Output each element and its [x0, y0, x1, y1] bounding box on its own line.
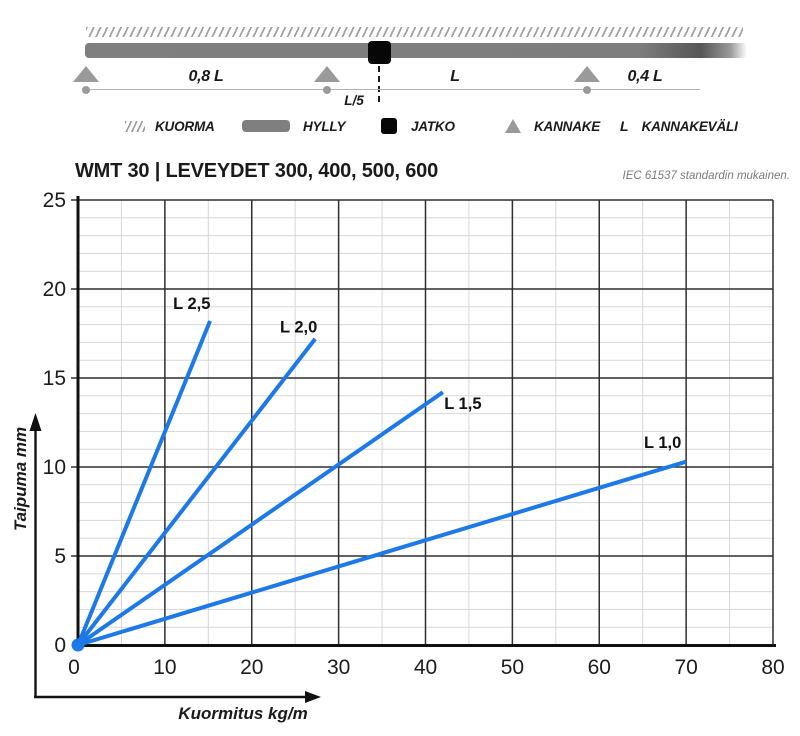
shelf-bar-icon	[242, 120, 290, 132]
x-axis-label: Kuormitus kg/m	[178, 704, 308, 723]
svg-text:50: 50	[501, 656, 524, 679]
svg-text:70: 70	[674, 656, 697, 679]
joint-square-icon	[381, 118, 397, 134]
shelf-bar	[85, 43, 747, 58]
svg-text:25: 25	[43, 189, 66, 212]
letter-L-symbol: L	[620, 118, 629, 134]
svg-text:L 1,5: L 1,5	[444, 395, 481, 413]
support-triangle-icon	[314, 66, 340, 82]
page-title: WMT 30 | LEVEYDET 300, 400, 500, 600	[75, 160, 439, 182]
support-dot-icon	[583, 86, 591, 94]
legend-item-kannake: KANNAKE	[505, 117, 600, 135]
support-triangle-icon	[73, 66, 99, 82]
svg-text:60: 60	[588, 656, 611, 679]
support-triangle-icon	[574, 66, 600, 82]
legend-item-label: HYLLY	[303, 118, 346, 134]
svg-text:5: 5	[54, 545, 66, 568]
support-dot-icon	[82, 86, 90, 94]
svg-text:40: 40	[414, 656, 437, 679]
y-axis-label: Taipuma mm	[11, 426, 30, 532]
support-dot-icon	[323, 86, 331, 94]
standard-note: IEC 61537 standardin mukainen.	[622, 170, 791, 182]
span-label-3: 0,4 L	[627, 68, 663, 85]
joint-dashed-line	[378, 66, 380, 102]
legend-item-hylly: HYLLY	[242, 117, 345, 135]
support-triangle-icon	[505, 119, 521, 133]
svg-text:10: 10	[153, 656, 176, 679]
svg-text:30: 30	[327, 656, 350, 679]
joint-square	[368, 41, 391, 64]
svg-text:15: 15	[43, 367, 66, 390]
svg-text:20: 20	[240, 656, 263, 679]
svg-text:L 2,0: L 2,0	[280, 318, 317, 336]
joint-offset-label: L/5	[344, 93, 364, 108]
legend-item-kuorma: KUORMA	[125, 117, 215, 135]
hatch-icon	[125, 120, 145, 132]
svg-text:20: 20	[43, 278, 66, 301]
svg-text:L 1,0: L 1,0	[644, 434, 681, 452]
svg-text:L 2,5: L 2,5	[173, 295, 210, 313]
legend-item-kannakevali: L KANNAKEVÄLI	[620, 117, 738, 135]
svg-text:0: 0	[54, 634, 66, 657]
legend-item-jatko: JATKO	[381, 117, 455, 135]
span-label-2: L	[450, 68, 460, 85]
load-hatch-icon	[86, 27, 743, 37]
svg-text:0: 0	[68, 656, 80, 679]
legend-item-label: KUORMA	[155, 118, 215, 134]
span-baseline	[85, 89, 700, 90]
svg-text:80: 80	[761, 656, 784, 679]
legend-item-label: KANNAKE	[534, 118, 601, 134]
svg-text:10: 10	[43, 456, 66, 479]
span-label-1: 0,8 L	[188, 68, 224, 85]
legend-item-label: JATKO	[411, 118, 455, 134]
legend-item-label: KANNAKEVÄLI	[641, 118, 738, 134]
